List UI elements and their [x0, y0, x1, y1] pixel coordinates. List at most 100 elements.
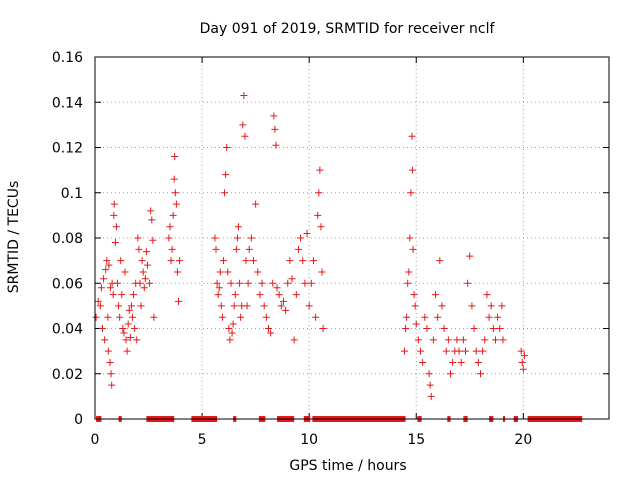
- data-point: [464, 279, 472, 287]
- data-point: [141, 275, 149, 283]
- data-point: [438, 302, 446, 310]
- data-point: [256, 291, 264, 299]
- data-point: [312, 313, 320, 321]
- data-point: [228, 329, 236, 337]
- data-point: [130, 291, 138, 299]
- data-point: [518, 358, 526, 366]
- y-tick-label: 0: [74, 412, 83, 428]
- data-point: [271, 125, 279, 133]
- data-point: [169, 211, 177, 219]
- data-point: [224, 268, 232, 276]
- data-point: [139, 268, 147, 276]
- data-point: [234, 223, 242, 231]
- data-point: [112, 223, 120, 231]
- data-point: [284, 279, 292, 287]
- data-point: [142, 248, 150, 256]
- data-point: [98, 325, 106, 332]
- data-point: [404, 279, 412, 287]
- y-tick-label: 0.06: [52, 276, 83, 292]
- data-point: [116, 313, 124, 321]
- data-point: [449, 358, 457, 366]
- data-point: [269, 279, 277, 287]
- data-point: [247, 234, 255, 242]
- x-tick-label: 5: [198, 432, 207, 448]
- data-point: [272, 141, 280, 149]
- x-tick-label: 10: [300, 432, 318, 448]
- data-point: [236, 279, 244, 287]
- data-point: [106, 284, 114, 292]
- data-point: [244, 279, 252, 287]
- x-axis-label: GPS time / hours: [289, 458, 406, 474]
- data-point: [282, 306, 290, 314]
- data-point: [111, 239, 119, 247]
- data-point: [214, 291, 222, 299]
- data-point: [131, 325, 139, 332]
- data-point: [479, 347, 487, 355]
- x-tick-label: 0: [91, 432, 100, 448]
- data-point: [237, 313, 245, 321]
- data-point: [305, 302, 313, 310]
- data-point: [288, 275, 296, 283]
- x-tick-label: 20: [514, 432, 532, 448]
- data-point: [104, 313, 112, 321]
- data-point: [140, 284, 148, 292]
- data-point: [227, 279, 235, 287]
- data-point: [225, 325, 233, 332]
- y-tick-label: 0.02: [52, 367, 83, 383]
- data-point: [270, 112, 278, 120]
- data-point: [241, 132, 249, 140]
- data-point: [222, 171, 230, 179]
- data-point: [417, 347, 425, 355]
- data-point: [317, 223, 325, 231]
- data-point: [215, 284, 223, 292]
- data-point: [267, 329, 275, 337]
- data-point: [226, 336, 234, 344]
- data-point: [402, 325, 410, 332]
- data-point: [447, 370, 455, 378]
- data-point: [149, 236, 157, 244]
- data-point: [147, 207, 155, 215]
- data-point: [297, 234, 305, 242]
- y-tick-label: 0.1: [61, 186, 83, 202]
- data-point: [232, 245, 240, 253]
- data-point: [218, 313, 226, 321]
- series-srmtid: [92, 91, 528, 400]
- data-point: [485, 313, 493, 321]
- y-axis-ticks: 0 0.02 0.04 0.06 0.08 0.1 0.12 0.14 0.16: [52, 50, 609, 428]
- data-point: [477, 370, 484, 378]
- chart-title: Day 091 of 2019, SRMTID for receiver ncl…: [200, 21, 496, 37]
- data-point: [173, 268, 181, 276]
- data-point: [137, 302, 145, 310]
- data-point: [108, 381, 116, 389]
- data-point: [520, 352, 528, 360]
- data-point: [217, 302, 225, 310]
- data-point: [421, 313, 429, 321]
- data-point: [474, 358, 482, 366]
- data-point: [410, 291, 418, 299]
- data-point: [136, 279, 144, 287]
- data-point: [494, 313, 502, 321]
- data-point: [243, 302, 251, 310]
- data-point: [171, 189, 179, 197]
- data-point: [121, 268, 129, 276]
- data-point: [175, 297, 183, 305]
- data-point: [273, 284, 281, 292]
- data-point: [100, 275, 108, 283]
- data-point: [94, 297, 102, 305]
- data-point: [466, 252, 474, 260]
- data-point: [426, 381, 434, 389]
- data-point: [299, 257, 307, 265]
- y-axis-label: SRMTID / TECUs: [6, 181, 22, 294]
- data-point: [307, 279, 315, 287]
- data-point: [165, 234, 173, 242]
- data-point: [107, 370, 115, 378]
- data-point: [127, 302, 135, 310]
- data-point: [115, 302, 123, 310]
- data-point: [468, 302, 476, 310]
- data-point: [146, 279, 154, 287]
- data-point: [138, 257, 146, 265]
- data-point: [167, 257, 175, 265]
- data-point: [123, 347, 131, 355]
- data-point: [290, 336, 298, 344]
